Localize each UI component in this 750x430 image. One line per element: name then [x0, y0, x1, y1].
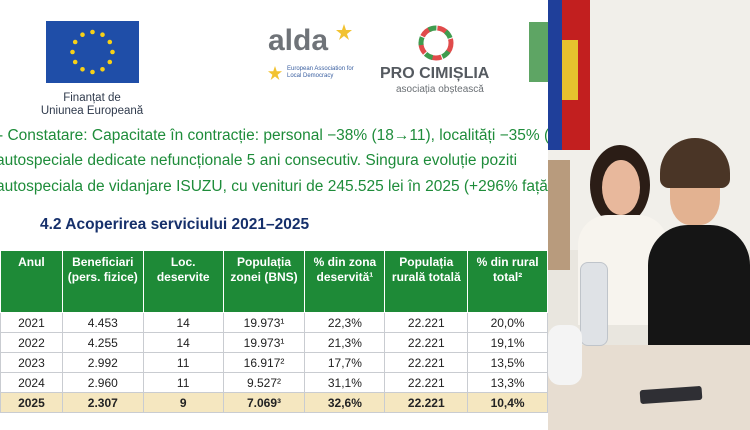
table-cell: 2.992 [61, 352, 144, 373]
column-header: % din rural total² [467, 250, 548, 313]
microphone [548, 325, 582, 385]
finding-line-1: - Constatare: Capacitate în contracție: … [0, 127, 548, 144]
table-cell: 13,5% [467, 352, 548, 373]
table-cell: 2021 [0, 312, 63, 333]
table-cell: 11 [142, 352, 224, 373]
table-cell: 11 [142, 372, 224, 393]
table-cell: 4.453 [61, 312, 144, 333]
pro-cimislia-emblem-icon [418, 25, 454, 61]
table-cell: 2023 [0, 352, 63, 373]
coverage-table: Anul Beneficiari (pers. fizice) Loc. des… [0, 250, 548, 413]
table-cell: 19.973¹ [222, 332, 306, 353]
table-cell: 13,3% [467, 372, 548, 393]
table-cell: 22.221 [384, 392, 469, 413]
eu-funding-caption: Finanțat de Uniunea Europeană [40, 92, 144, 117]
finding-line-3: autospeciala de vidanjare ISUZU, cu veni… [0, 178, 548, 195]
table-row: 2022 4.255 14 19.973¹ 21,3% 22.221 19,1% [0, 332, 548, 353]
table-cell: 9 [142, 392, 224, 413]
table-cell: 2.960 [61, 372, 144, 393]
table-cell: 10,4% [467, 392, 548, 413]
table-total-row: 2025 2.307 9 7.069³ 32,6% 22.221 10,4% [0, 392, 548, 413]
table-row: 2024 2.960 11 9.527² 31,1% 22.221 13,3% [0, 372, 548, 393]
finding-line-2: autospeciale dedicate nefuncționale 5 an… [0, 152, 518, 169]
table-cell: 16.917² [222, 352, 306, 373]
table-cell: 21,3% [304, 332, 386, 353]
woman-face [602, 160, 640, 215]
table-row: 2021 4.453 14 19.973¹ 22,3% 22.221 20,0% [0, 312, 548, 333]
pro-cimislia-subtitle: asociația obștească [396, 84, 484, 95]
table-cell: 22.221 [384, 312, 469, 333]
column-header: % din zona deservită¹ [304, 250, 386, 313]
table-cell: 2.307 [61, 392, 144, 413]
column-header: Beneficiari (pers. fizice) [61, 250, 144, 313]
table-row: 2023 2.992 11 16.917² 17,7% 22.221 13,5% [0, 352, 548, 373]
star-icon [336, 24, 352, 40]
table-cell: 22.221 [384, 352, 469, 373]
meeting-photo [548, 0, 750, 430]
table-cell: 7.069³ [222, 392, 306, 413]
alda-logo-text: alda [268, 24, 329, 57]
pro-cimislia-title: PRO CIMIȘLIA [380, 65, 490, 82]
man-hair [660, 138, 730, 188]
partner-logo-partial [529, 22, 548, 82]
table-cell: 2024 [0, 372, 63, 393]
table-cell: 4.255 [61, 332, 144, 353]
table-cell: 22,3% [304, 312, 386, 333]
column-header: Loc. deservite [142, 250, 224, 313]
column-header: Anul [0, 250, 63, 313]
table-cell: 19.973¹ [222, 312, 306, 333]
star-icon [268, 66, 282, 80]
flag-yellow-stripe [562, 40, 578, 100]
column-header: Populația zonei (BNS) [222, 250, 306, 313]
table-cell: 22.221 [384, 332, 469, 353]
presentation-slide: Finanțat de Uniunea Europeană alda Europ… [0, 21, 548, 413]
eu-stars-icon [70, 29, 115, 75]
table-cell: 31,1% [304, 372, 386, 393]
section-title: 4.2 Acoperirea serviciului 2021–2025 [40, 216, 310, 233]
table-cell: 19,1% [467, 332, 548, 353]
table-cell: 14 [142, 332, 224, 353]
table-cell: 20,0% [467, 312, 548, 333]
water-bottle [580, 262, 608, 346]
column-header: Populația rurală totală [384, 250, 469, 313]
table-cell: 32,6% [304, 392, 386, 413]
table-cell: 17,7% [304, 352, 386, 373]
table-cell: 22.221 [384, 372, 469, 393]
alda-subtitle: European Association for Local Democracy [287, 66, 354, 79]
table-cell: 2025 [0, 392, 63, 413]
table-header-row: Anul Beneficiari (pers. fizice) Loc. des… [0, 250, 548, 313]
table-cell: 9.527² [222, 372, 306, 393]
table-cell: 14 [142, 312, 224, 333]
eu-flag-logo [46, 21, 139, 83]
chair [548, 160, 570, 270]
flag-blue-stripe [548, 0, 562, 150]
table-cell: 2022 [0, 332, 63, 353]
